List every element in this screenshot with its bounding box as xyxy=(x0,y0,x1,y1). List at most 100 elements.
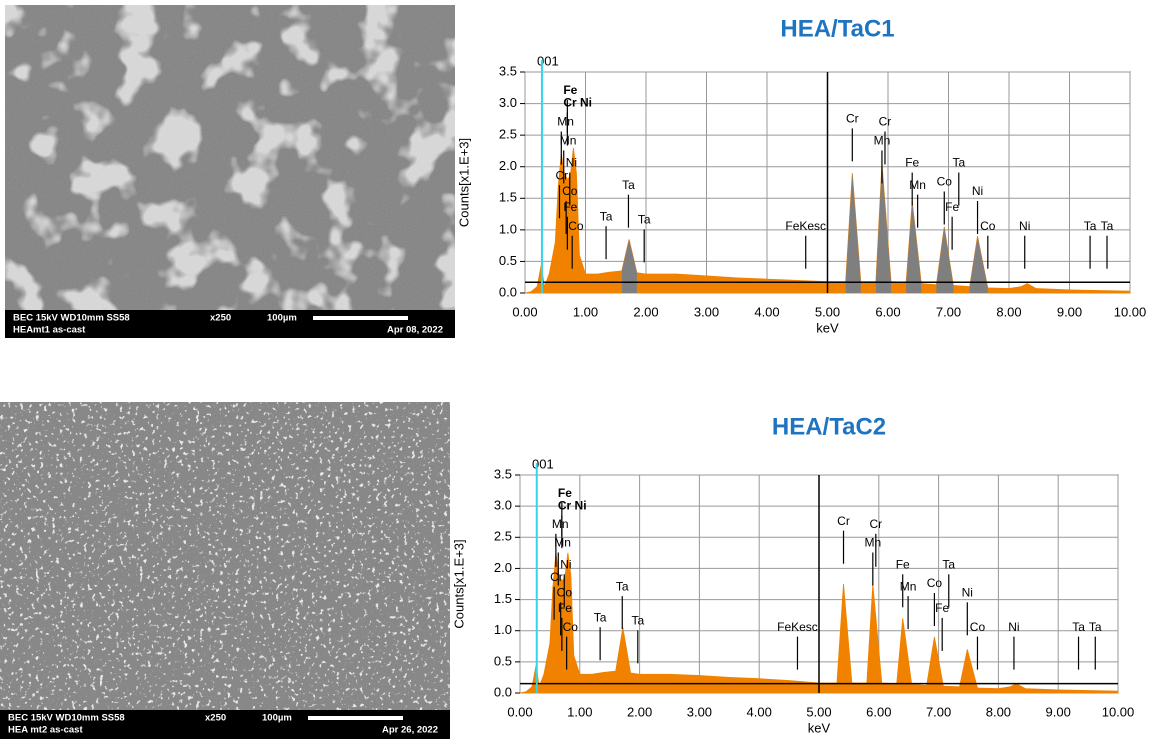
peak-label: Ni xyxy=(560,557,571,571)
x-tick-label: 0.00 xyxy=(512,304,537,319)
peak-label: Fe xyxy=(563,200,577,214)
peak-label: Mn xyxy=(864,536,881,550)
peak-label: Ta xyxy=(594,610,607,624)
peak-label: Ta xyxy=(942,557,955,571)
info-bar xyxy=(0,710,450,739)
peak-label: Mn xyxy=(900,579,917,593)
peak-label: Ta xyxy=(622,178,635,192)
sem-scale: 100µm xyxy=(262,713,292,724)
chart-title: HEA/TaC1 xyxy=(780,15,894,42)
peak-label: Ta xyxy=(600,209,613,223)
peak-label: Ni xyxy=(962,586,973,600)
peak-label: Ta xyxy=(1101,219,1114,233)
peak-label: Cr xyxy=(550,570,563,584)
peak-label: FeKesc xyxy=(785,219,826,233)
x-tick-label: 0.00 xyxy=(507,704,532,719)
peak-label: Ta xyxy=(1072,620,1085,634)
sem-sample: HEA mt2 as-cast xyxy=(8,725,83,736)
marker-label: 001 xyxy=(537,53,559,68)
sem-mag: x250 xyxy=(205,713,226,724)
x-tick-label: 6.00 xyxy=(866,704,891,719)
x-tick-label: 9.00 xyxy=(1046,704,1071,719)
y-tick-label: 3.5 xyxy=(499,63,517,78)
y-tick-label: 2.5 xyxy=(494,529,512,544)
x-tick-label: 9.00 xyxy=(1057,304,1082,319)
peak-label: Cr xyxy=(837,514,850,528)
peak-label: Mn xyxy=(557,115,574,129)
peak-label: Cr xyxy=(869,517,882,531)
spectrum-area xyxy=(519,552,1119,694)
peak-label: Ta xyxy=(616,579,629,593)
y-tick-label: 1.0 xyxy=(494,622,512,637)
peak-label: Mn xyxy=(909,178,926,192)
x-tick-label: 10.00 xyxy=(1114,304,1147,319)
x-tick-label: 1.00 xyxy=(567,704,592,719)
y-tick-label: 0.5 xyxy=(499,253,517,268)
peak-label: Mn xyxy=(874,134,891,148)
sem-info: BEC 15kV WD10mm SS58 xyxy=(8,713,125,724)
x-tick-label: 6.00 xyxy=(875,304,900,319)
scale-bar xyxy=(308,716,403,720)
peak-label: Ni xyxy=(972,184,983,198)
x-tick-label: 8.00 xyxy=(996,304,1021,319)
peak-label: Co xyxy=(557,586,573,600)
peak-label: Cr xyxy=(555,168,568,182)
peak-label: Fe xyxy=(558,486,572,500)
x-tick-label: 3.00 xyxy=(687,704,712,719)
y-tick-label: 2.0 xyxy=(499,158,517,173)
peak-label: Ni xyxy=(1019,219,1030,233)
marker-label: 001 xyxy=(532,456,554,471)
y-tick-label: 1.0 xyxy=(499,221,517,236)
peak-label: Cr xyxy=(879,115,892,129)
x-axis-label: keV xyxy=(816,320,839,335)
peak-label: Co xyxy=(970,620,986,634)
x-axis-label: keV xyxy=(808,720,831,735)
peak-label: Co xyxy=(568,219,584,233)
info-bar xyxy=(5,310,455,338)
chart-title: HEA/TaC2 xyxy=(772,413,886,440)
y-axis-label: Counts[x1.E+3] xyxy=(456,138,471,227)
x-tick-label: 7.00 xyxy=(926,704,951,719)
peak-label: Mn xyxy=(554,536,571,550)
x-tick-label: 4.00 xyxy=(754,304,779,319)
peak-label: Co xyxy=(980,219,996,233)
peak-label: Ta xyxy=(638,213,651,227)
y-tick-label: 2.5 xyxy=(499,127,517,142)
x-tick-label: 2.00 xyxy=(627,704,652,719)
peak-label: Fe xyxy=(896,557,910,571)
peak-label: Co xyxy=(927,576,943,590)
peak-label: Ta xyxy=(1089,620,1102,634)
peak-label: Co xyxy=(563,620,579,634)
scale-bar xyxy=(313,316,408,320)
peak-label: Mn xyxy=(552,517,569,531)
x-tick-label: 4.00 xyxy=(747,704,772,719)
x-tick-label: 7.00 xyxy=(936,304,961,319)
sem-sample: HEAmt1 as-cast xyxy=(13,325,86,336)
peak-label: Cr Ni xyxy=(563,96,592,110)
sem-grain xyxy=(5,5,455,310)
x-tick-label: 8.00 xyxy=(986,704,1011,719)
x-tick-label: 5.00 xyxy=(815,304,840,319)
peak-label: Cr Ni xyxy=(558,498,587,512)
y-tick-label: 3.0 xyxy=(499,95,517,110)
peak-label: Mn xyxy=(560,134,577,148)
peak-label: Ta xyxy=(952,156,965,170)
y-tick-label: 3.0 xyxy=(494,498,512,513)
y-tick-label: 0.0 xyxy=(494,684,512,699)
sem-scale: 100µm xyxy=(267,313,297,324)
peak-label: Fe xyxy=(558,601,572,615)
x-tick-label: 5.00 xyxy=(806,704,831,719)
peak-label: FeKesc xyxy=(777,620,818,634)
roi-area xyxy=(621,147,988,293)
peak-label: Ta xyxy=(631,614,644,628)
sem-date: Apr 26, 2022 xyxy=(382,725,438,736)
x-tick-label: 2.00 xyxy=(633,304,658,319)
y-tick-label: 1.5 xyxy=(499,190,517,205)
y-tick-label: 1.5 xyxy=(494,591,512,606)
peak-label: Fe xyxy=(905,156,919,170)
peak-label: Ni xyxy=(566,156,577,170)
peak-label: Co xyxy=(562,184,578,198)
sem-info: BEC 15kV WD10mm SS58 xyxy=(13,313,130,324)
y-tick-label: 2.0 xyxy=(494,560,512,575)
x-tick-label: 10.00 xyxy=(1102,704,1135,719)
